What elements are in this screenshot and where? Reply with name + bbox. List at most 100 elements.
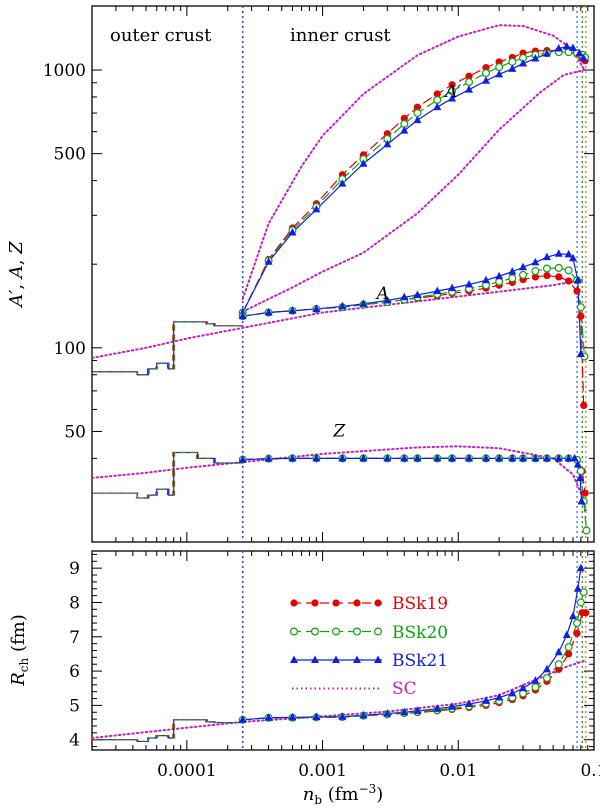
legend-marker (374, 599, 382, 607)
series-line (242, 49, 586, 314)
data-point (573, 460, 582, 468)
data-point (573, 287, 581, 295)
series-line (92, 719, 244, 742)
data-point (542, 264, 551, 273)
legend-label-bsk20: BSk20 (392, 623, 448, 643)
data-point (413, 103, 422, 111)
data-point (465, 280, 474, 288)
data-point (576, 598, 585, 607)
curve-label-a: A (375, 284, 389, 304)
data-point (481, 453, 490, 462)
data-point (573, 619, 582, 628)
data-point (338, 712, 347, 720)
data-point (448, 93, 457, 102)
data-point (413, 115, 422, 124)
data-point (564, 266, 573, 275)
data-point (383, 296, 392, 304)
data-point (542, 49, 551, 57)
data-point (531, 267, 540, 276)
data-point (554, 249, 563, 257)
data-point (359, 453, 368, 462)
data-point (433, 453, 442, 462)
data-point (531, 683, 540, 692)
x-tick-label: 0.01 (439, 761, 477, 781)
data-point (312, 304, 321, 312)
data-point (531, 257, 540, 266)
data-point (465, 78, 474, 87)
legend-marker (353, 655, 361, 663)
data-point (581, 489, 589, 497)
top-panel-frame (91, 5, 595, 543)
series-line (242, 274, 585, 407)
region-label-inner-crust: inner crust (290, 25, 391, 46)
series-line (241, 24, 586, 300)
data-point (508, 64, 517, 72)
data-point (465, 699, 474, 708)
data-point (542, 664, 551, 673)
curve-label-z: Z (332, 421, 346, 441)
legend-marker (353, 599, 361, 607)
data-point (465, 453, 474, 462)
data-point (555, 273, 563, 281)
legend-label-sc: SC (392, 679, 417, 699)
data-point (465, 85, 474, 93)
data-point (448, 453, 457, 462)
data-point (575, 48, 584, 57)
y-tick-label: 4 (69, 731, 80, 751)
data-point (565, 650, 573, 658)
x-tick-label: 0.0001 (157, 761, 216, 781)
y-tick-label: 9 (69, 559, 80, 579)
legend (290, 599, 383, 690)
data-point (508, 267, 517, 275)
data-point (264, 713, 273, 721)
data-point (400, 453, 409, 462)
legend-label-bsk21: BSk21 (392, 651, 448, 671)
data-point (570, 453, 579, 462)
y-axis-label-top: A′, A, Z (6, 241, 27, 309)
data-point (577, 496, 586, 505)
data-point (508, 688, 517, 697)
data-point (413, 453, 422, 462)
data-point (554, 263, 563, 272)
data-point (238, 715, 247, 723)
data-point (433, 286, 442, 295)
data-point (519, 270, 528, 279)
series-line (242, 457, 583, 503)
legend-marker (332, 655, 340, 663)
legend-label-bsk19: BSk19 (392, 594, 448, 614)
y-tick-label: 100 (54, 339, 86, 359)
data-point (582, 609, 590, 617)
data-point (562, 630, 571, 639)
data-point (312, 712, 321, 721)
data-point (312, 204, 321, 213)
y-tick-label: 6 (69, 662, 80, 682)
data-point (554, 44, 563, 52)
data-point (554, 660, 563, 669)
data-point (482, 64, 490, 72)
data-point (413, 706, 422, 714)
data-point (576, 473, 585, 481)
data-point (288, 306, 297, 314)
data-point (543, 271, 551, 280)
axis-ticks (91, 6, 595, 750)
data-point (576, 349, 585, 358)
y-tick-label: 7 (69, 628, 80, 648)
data-point (448, 283, 457, 292)
data-point (580, 401, 588, 410)
data-point (565, 277, 573, 285)
data-point (554, 647, 563, 656)
data-point (573, 629, 581, 637)
y-tick-label: 50 (64, 422, 86, 442)
data-point (400, 126, 409, 134)
data-point (383, 453, 392, 462)
x-tick-label: 0.1 (580, 761, 600, 781)
data-point (238, 311, 247, 320)
data-point (531, 676, 540, 684)
data-point (519, 683, 528, 692)
legend-marker (374, 655, 382, 663)
legend-marker (290, 599, 298, 607)
data-point (568, 611, 577, 620)
series-line (91, 719, 244, 743)
x-axis-label: nb (fm−3) (303, 782, 384, 807)
